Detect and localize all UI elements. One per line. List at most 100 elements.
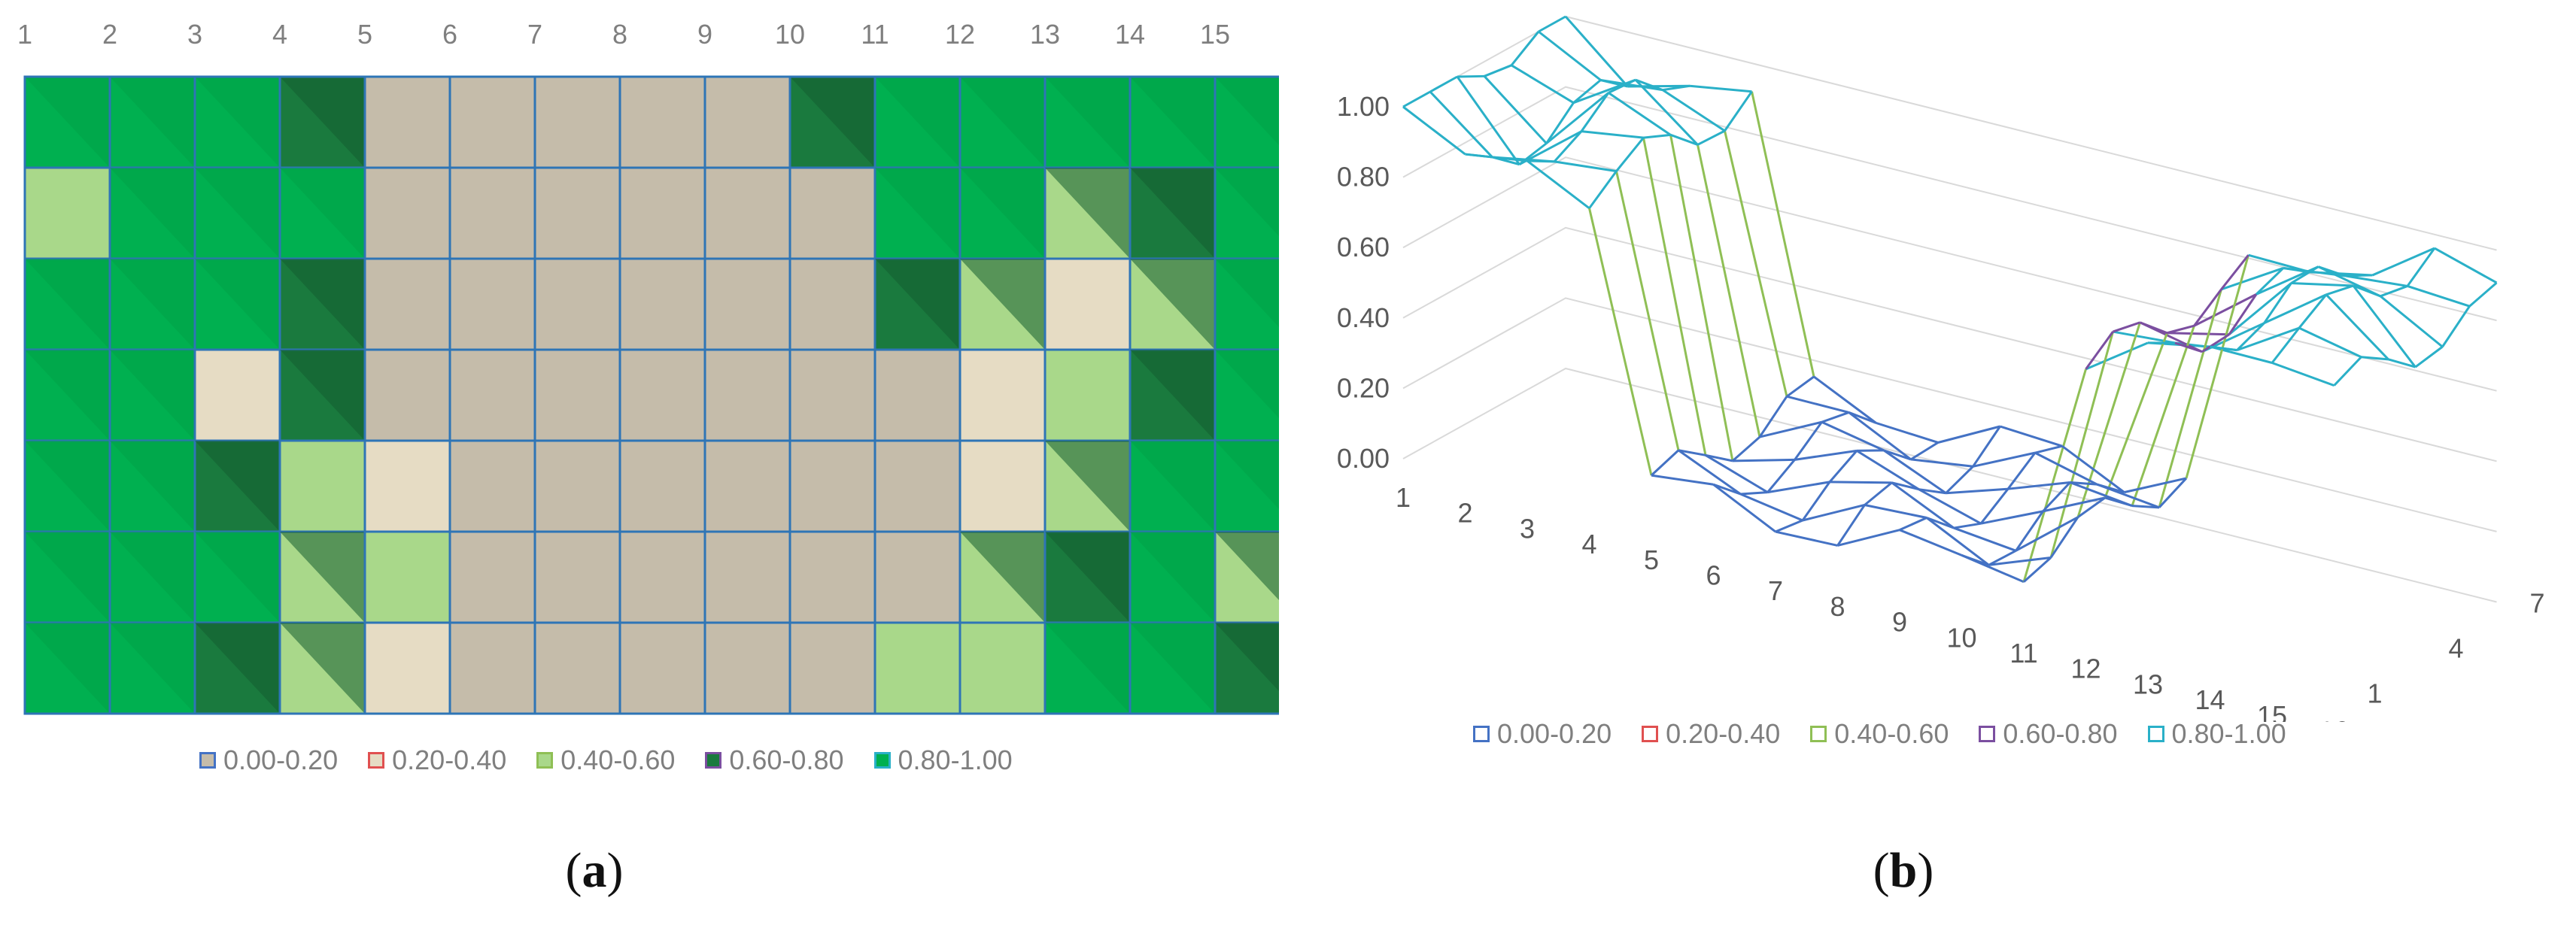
heatmap-shade bbox=[25, 259, 110, 350]
surface-edge bbox=[1829, 481, 1892, 484]
heatmap-shade bbox=[1045, 623, 1130, 714]
heatmap-shade bbox=[1215, 623, 1279, 692]
heatmap-cell bbox=[448, 621, 536, 715]
surface-edge bbox=[2283, 266, 2311, 274]
surface-edge bbox=[2236, 326, 2300, 352]
heatmap-cells bbox=[23, 75, 1279, 715]
surface-edge bbox=[1608, 92, 1672, 136]
heatmap-cell bbox=[363, 166, 451, 260]
heatmap-shade bbox=[280, 350, 365, 441]
heatmap-cell bbox=[958, 621, 1046, 715]
surface-edge bbox=[1856, 450, 1920, 490]
surface-edge bbox=[2434, 247, 2498, 284]
legend-a: 0.00-0.20 0.20-0.40 0.40-0.60 0.60-0.80 0.80… bbox=[199, 744, 1013, 776]
surface-edge bbox=[2022, 368, 2087, 583]
legend-swatch bbox=[1979, 726, 1996, 742]
surface-edge bbox=[1972, 426, 2001, 468]
heatmap-cell bbox=[278, 439, 366, 533]
legend-b-item: 0.00-0.20 bbox=[1473, 718, 1612, 750]
surface-edge bbox=[2193, 288, 2222, 327]
heatmap-cell bbox=[533, 75, 621, 169]
surface-edge bbox=[2333, 356, 2362, 387]
heatmap-cell bbox=[363, 439, 451, 533]
surface-edge bbox=[2271, 327, 2301, 364]
legend-label: 0.80-1.00 bbox=[898, 744, 1013, 775]
surface-edge bbox=[2290, 265, 2319, 284]
surface-edge bbox=[1608, 78, 1636, 94]
surface-edge bbox=[2104, 332, 2168, 499]
heatmap-shade bbox=[960, 168, 1045, 259]
x-tick-label: 16 bbox=[2319, 716, 2349, 723]
heatmap-shade bbox=[1130, 623, 1215, 714]
heatmap-cell bbox=[533, 348, 621, 442]
surface-edge bbox=[2077, 496, 2106, 518]
surface-edge bbox=[2388, 358, 2416, 368]
surface-edge bbox=[1554, 160, 1617, 173]
surface-edge bbox=[2201, 333, 2230, 353]
heatmap-cell bbox=[448, 530, 536, 624]
heatmap-cell bbox=[448, 439, 536, 533]
heatmap-cell bbox=[703, 75, 791, 169]
legend-label: 0.00-0.20 bbox=[223, 744, 339, 775]
heatmap-cell bbox=[363, 530, 451, 624]
heatmap-cell bbox=[703, 257, 791, 351]
surface-edge bbox=[1759, 420, 1822, 438]
heatmap-shade bbox=[875, 259, 960, 350]
legend-swatch bbox=[199, 752, 216, 769]
heatmap-border bbox=[23, 75, 1279, 715]
surface-edge bbox=[1678, 449, 1706, 456]
y-tick-label: 1.00 bbox=[1337, 91, 1390, 122]
legend-b-item: 0.40-0.60 bbox=[1810, 718, 1949, 750]
heatmap-cell bbox=[618, 257, 706, 351]
x-tick-label: 14 bbox=[1115, 19, 1145, 50]
surface-edge bbox=[1946, 487, 2009, 495]
surface-edge bbox=[2318, 265, 2346, 277]
y-tick-label: 0.00 bbox=[1337, 443, 1390, 474]
heatmap-cell bbox=[788, 530, 876, 624]
surface-edge bbox=[2248, 253, 2311, 274]
x-tick-label: 1 bbox=[1396, 482, 1411, 513]
surface-edge bbox=[1724, 90, 1753, 132]
surface-edge bbox=[1732, 435, 1760, 462]
legend-b-item: 0.20-0.40 bbox=[1642, 718, 1780, 750]
surface-edge bbox=[1775, 519, 1803, 533]
heatmap-shade bbox=[280, 259, 365, 350]
surface-edge bbox=[1518, 130, 1582, 165]
caption-a-letter: a bbox=[582, 843, 607, 898]
surface-edge bbox=[1402, 105, 1466, 156]
heatmap-shade bbox=[110, 441, 195, 532]
heatmap-cell bbox=[533, 166, 621, 260]
surface-edge bbox=[2236, 322, 2265, 351]
legend-swatch bbox=[536, 752, 554, 769]
surface-edge bbox=[2131, 325, 2195, 507]
surface-edge bbox=[2298, 326, 2362, 359]
surface-edge bbox=[2255, 267, 2285, 296]
heatmap-shade bbox=[110, 259, 195, 350]
surface-edge bbox=[2345, 274, 2373, 277]
gridlines bbox=[1402, 15, 2497, 603]
x-tick-label: 14 bbox=[2195, 684, 2225, 715]
surface-edge bbox=[1634, 79, 1699, 146]
surface-edge bbox=[1740, 491, 1768, 496]
heatmap-shade bbox=[1215, 168, 1279, 237]
surface-edge bbox=[2468, 281, 2498, 308]
surface-edge bbox=[1678, 449, 1742, 496]
surface-edge bbox=[1758, 396, 1788, 438]
surface-edge bbox=[1651, 474, 1714, 486]
surface-edge bbox=[1553, 130, 1583, 162]
legend-label: 0.40-0.60 bbox=[1834, 718, 1949, 749]
x-tick-label: 5 bbox=[1644, 544, 1659, 575]
heatmap-cell bbox=[363, 621, 451, 715]
heatmap-cell bbox=[363, 75, 451, 169]
surface-edge bbox=[2158, 289, 2222, 508]
surface-edge bbox=[1794, 449, 1858, 461]
legend-b-item: 0.60-0.80 bbox=[1979, 718, 2118, 750]
heatmap-cell bbox=[448, 348, 536, 442]
surface-edge bbox=[1864, 481, 1893, 506]
heatmap-shade bbox=[1130, 259, 1215, 350]
surface-edge bbox=[1786, 395, 1849, 414]
x-tick-label: 2 bbox=[102, 19, 117, 50]
heatmap-shade bbox=[195, 168, 280, 259]
heatmap-shade bbox=[1215, 532, 1279, 601]
surface-edge bbox=[2022, 556, 2052, 583]
